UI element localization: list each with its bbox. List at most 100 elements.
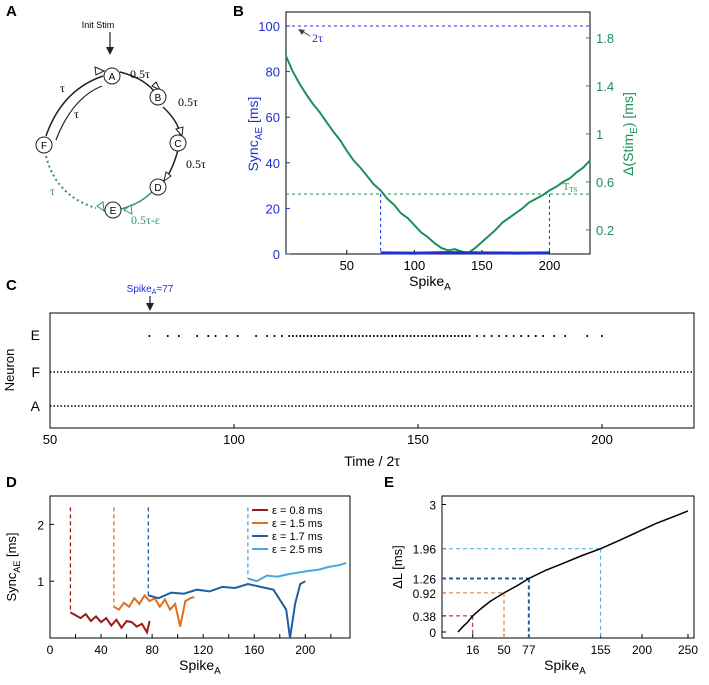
- e-xlabel: SpikeA: [544, 657, 586, 677]
- c-spike-e: [321, 335, 324, 337]
- c-spike-e: [520, 335, 522, 337]
- c-spike-e: [328, 335, 331, 337]
- c-spike-e: [435, 335, 438, 337]
- c-spike-e: [391, 335, 394, 337]
- panel-label-c: C: [6, 277, 17, 294]
- c-spike-e: [527, 335, 530, 337]
- d-xtick-label: 0: [47, 643, 54, 657]
- b-series-sync: [380, 251, 550, 255]
- d-xtick-label: 40: [94, 643, 108, 657]
- b-ytick-right-label: 1.8: [596, 31, 614, 46]
- svg-text:A: A: [109, 72, 116, 83]
- c-spike-e: [586, 335, 589, 337]
- arrowhead-fa: [94, 66, 106, 76]
- b-ytick-right-label: 0.2: [596, 223, 614, 238]
- delay-fe: τ: [50, 184, 55, 198]
- e-xtick-label: 155: [591, 643, 611, 657]
- c-spike-e: [512, 335, 515, 337]
- c-ylabel: Neuron: [2, 349, 17, 392]
- edge-fe: [45, 155, 97, 209]
- c-spike-e: [601, 335, 603, 337]
- e-xtick-label: 200: [632, 643, 652, 657]
- c-spike-e: [166, 335, 169, 337]
- b-ytick-label: 80: [266, 65, 280, 80]
- delay-bc: 0.5τ: [178, 95, 198, 109]
- c-spike-e: [402, 335, 405, 337]
- c-spike-e: [468, 335, 471, 337]
- c-spike-e: [384, 335, 386, 337]
- c-spike-e: [465, 335, 467, 337]
- b-ytick-right-label: 1: [596, 127, 603, 142]
- c-spike-e: [380, 335, 382, 337]
- e-ytick-label: 0.38: [413, 610, 437, 624]
- b-series-stim: [285, 55, 591, 254]
- arrowhead-d: [163, 171, 172, 183]
- c-row-e: E: [31, 327, 40, 343]
- e-ytick-label: 3: [429, 499, 436, 513]
- c-spike-e: [358, 335, 360, 337]
- svg-text:B: B: [155, 93, 162, 104]
- c-spike-e: [369, 335, 371, 337]
- c-spike-e: [373, 335, 375, 337]
- c-spike-arrowhead: [146, 303, 154, 311]
- svg-text:E: E: [110, 206, 117, 217]
- c-spike-e: [490, 335, 493, 337]
- c-spike-e: [339, 335, 342, 337]
- e-xtick-label: 250: [678, 643, 698, 657]
- c-spike-e: [413, 335, 416, 337]
- b-tts-label: TTS: [563, 182, 577, 194]
- c-spike-e: [336, 335, 338, 337]
- svg-text:D: D: [154, 183, 161, 194]
- panel-b-frame: [285, 11, 591, 255]
- init-stim-arrowhead: [106, 47, 114, 55]
- e-ytick-label: 1.26: [413, 572, 437, 586]
- c-spike-e: [332, 335, 335, 337]
- c-spike-e: [450, 335, 452, 337]
- c-spike-e: [505, 335, 508, 337]
- b-ylabel-right: Δ(StimE) [ms]: [620, 92, 640, 176]
- c-spike-e: [273, 335, 276, 337]
- svg-text:F: F: [41, 141, 47, 152]
- c-spike-e: [457, 335, 460, 337]
- c-spike-e: [442, 335, 445, 337]
- edge-af-outer: [45, 75, 104, 137]
- e-ytick-label: 0.92: [413, 587, 437, 601]
- d-series-line: [247, 562, 347, 583]
- c-spike-e: [288, 335, 290, 337]
- panel-c: C 50 100 150 200 SpikeA=77 Neuron E F A Tim…: [2, 277, 695, 469]
- d-legend-label: ε = 1.7 ms: [272, 531, 323, 543]
- b-xtick-label: 100: [404, 258, 426, 273]
- node-e: E: [104, 201, 122, 219]
- b-ytick-label: 100: [258, 19, 280, 34]
- e-xtick-label: 77: [522, 643, 536, 657]
- panel-c-plot: 50 100 150 200: [43, 335, 694, 447]
- panel-e: E 16 50 77 155 200 250 0 0.38 0.921.26 1.96 3 ΔL […: [384, 474, 698, 677]
- d-series-line: [148, 580, 306, 639]
- b-ytick-right-label: 1.4: [596, 79, 614, 94]
- c-spike-e: [325, 335, 327, 337]
- edge-ed: [120, 191, 153, 210]
- c-spike-e: [310, 335, 313, 337]
- d-xtick-label: 80: [145, 643, 159, 657]
- c-spike-e: [409, 335, 412, 337]
- panel-label-d: D: [6, 474, 17, 491]
- c-spike-e: [207, 335, 210, 337]
- c-spike-e: [446, 335, 449, 337]
- d-xtick-label: 160: [244, 643, 264, 657]
- d-series-line: [113, 593, 195, 627]
- c-spike-e: [299, 335, 302, 337]
- b-xtick-label: 50: [340, 258, 354, 273]
- c-spike-e: [376, 335, 379, 337]
- c-spike-e: [498, 335, 500, 337]
- c-spike-e: [398, 335, 401, 337]
- arrowhead-b: [151, 81, 162, 92]
- c-spike-e: [362, 335, 364, 337]
- delay-ed: 0.5τ-ε: [131, 213, 160, 227]
- c-spike-e: [306, 335, 309, 337]
- b-ytick-label: 20: [266, 201, 280, 216]
- b-xlabel: SpikeA: [409, 273, 451, 293]
- c-spike-e: [417, 335, 419, 337]
- c-spike-e: [387, 335, 390, 337]
- e-ylabel: ΔL [ms]: [390, 545, 405, 589]
